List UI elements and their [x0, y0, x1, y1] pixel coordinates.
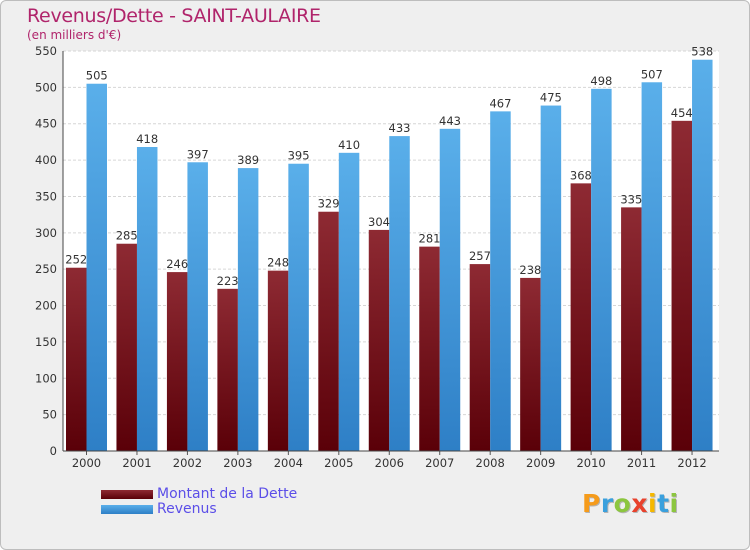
data-label-revenue: 507	[641, 67, 663, 81]
x-tick-label: 2008	[476, 456, 505, 470]
data-label-debt: 304	[368, 215, 390, 229]
y-tick-label: 50	[42, 408, 57, 422]
data-label-debt: 329	[318, 197, 340, 211]
data-label-debt: 285	[116, 229, 138, 243]
bar-revenue	[288, 163, 309, 451]
bar-revenue	[86, 83, 107, 452]
y-tick-label: 300	[35, 226, 57, 240]
bar-revenue	[439, 128, 461, 451]
data-label-debt: 368	[570, 168, 592, 182]
bar-debt	[570, 183, 592, 451]
data-label-revenue: 475	[540, 91, 562, 105]
bar-revenue	[338, 152, 360, 451]
data-label-revenue: 397	[187, 147, 209, 161]
x-tick-label: 2001	[122, 456, 151, 470]
data-label-debt: 223	[217, 274, 239, 288]
x-tick-label: 2000	[72, 456, 101, 470]
bar-debt	[520, 277, 541, 451]
data-label-revenue: 538	[691, 45, 713, 59]
x-tick-label: 2005	[324, 456, 353, 470]
bar-revenue	[237, 168, 259, 451]
bar-revenue	[187, 162, 208, 452]
x-tick-label: 2003	[223, 456, 252, 470]
logo-letter: P	[582, 489, 601, 518]
x-tick-label: 2007	[425, 456, 454, 470]
y-tick-label: 450	[35, 117, 57, 131]
logo-letter: t	[657, 489, 670, 518]
data-label-debt: 454	[671, 106, 693, 120]
x-tick-label: 2002	[173, 456, 202, 470]
y-tick-label: 550	[35, 44, 57, 58]
bar-debt	[66, 267, 87, 451]
bar-revenue	[591, 88, 612, 452]
x-tick-label: 2004	[274, 456, 303, 470]
x-tick-label: 2009	[526, 456, 555, 470]
data-label-revenue: 395	[288, 149, 310, 163]
logo-letter: x	[631, 489, 648, 518]
y-tick-label: 100	[35, 371, 57, 385]
bar-debt	[116, 243, 137, 451]
legend-label-revenue: Revenus	[157, 501, 217, 517]
y-tick-label: 350	[35, 189, 57, 203]
y-tick-label: 250	[35, 262, 57, 276]
y-tick-label: 400	[35, 153, 57, 167]
bar-debt	[267, 270, 289, 451]
y-tick-label: 150	[35, 335, 57, 349]
data-label-revenue: 389	[237, 153, 259, 167]
bar-debt	[166, 272, 188, 451]
bar-debt	[621, 207, 642, 451]
y-tick-label: 200	[35, 299, 57, 313]
logo-letter: i	[669, 489, 679, 518]
x-tick-label: 2012	[677, 456, 706, 470]
legend-swatch-revenue	[101, 505, 153, 514]
data-label-debt: 335	[620, 192, 642, 206]
bar-debt	[671, 120, 693, 452]
proxiti-logo: Proxiti	[582, 489, 679, 518]
logo-letter: i	[648, 489, 658, 518]
x-tick-label: 2011	[627, 456, 656, 470]
logo-letter: o	[613, 489, 632, 518]
data-label-debt: 246	[166, 257, 188, 271]
data-label-debt: 252	[65, 253, 87, 267]
data-label-debt: 281	[419, 232, 441, 246]
data-label-revenue: 410	[338, 138, 360, 152]
y-tick-label: 0	[50, 444, 57, 458]
bar-revenue	[490, 111, 511, 451]
bar-debt	[419, 246, 440, 451]
legend-label-debt: Montant de la Dette	[157, 486, 298, 502]
data-label-revenue: 505	[86, 69, 108, 83]
data-label-revenue: 443	[439, 114, 461, 128]
bar-debt	[318, 211, 339, 451]
y-tick-label: 500	[35, 80, 57, 94]
chart-subtitle: (en milliers d'€)	[27, 28, 122, 42]
data-label-revenue: 433	[389, 121, 411, 135]
data-label-debt: 248	[267, 256, 289, 270]
bar-revenue	[641, 82, 663, 451]
logo-letter: r	[600, 489, 614, 518]
bar-debt	[469, 264, 491, 451]
legend-swatch-debt	[101, 490, 153, 499]
data-label-debt: 238	[519, 263, 541, 277]
bar-revenue	[136, 147, 158, 451]
data-label-debt: 257	[469, 249, 491, 263]
bar-revenue	[389, 136, 410, 451]
bar-revenue	[692, 59, 713, 452]
data-label-revenue: 467	[489, 96, 511, 110]
bar-revenue	[540, 105, 562, 451]
chart-title: Revenus/Dette - SAINT-AULAIRE	[27, 5, 321, 27]
bar-debt	[217, 288, 238, 451]
data-label-revenue: 418	[136, 132, 158, 146]
x-tick-label: 2006	[375, 456, 404, 470]
bar-debt	[368, 229, 390, 451]
x-tick-label: 2010	[576, 456, 605, 470]
data-label-revenue: 498	[590, 74, 612, 88]
